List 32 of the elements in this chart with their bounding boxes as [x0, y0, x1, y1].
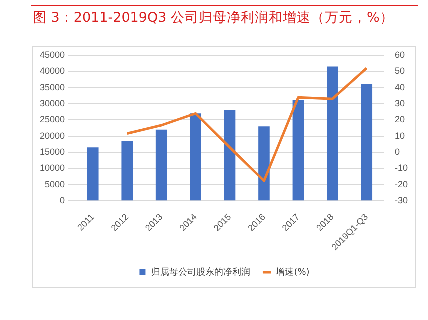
- bar: [224, 110, 236, 201]
- y2-tick-label: 0: [394, 147, 400, 158]
- y2-tick-label: -30: [394, 196, 408, 206]
- bar: [327, 66, 338, 201]
- y-tick-label: 30000: [40, 98, 66, 108]
- y2-tick-label: 50: [394, 66, 406, 76]
- bar: [156, 130, 168, 201]
- bar: [190, 114, 202, 201]
- y2-tick-label: 10: [394, 130, 406, 141]
- y-tick-label: 0: [60, 196, 66, 206]
- y2-tick-label: -20: [394, 179, 408, 190]
- bar: [292, 100, 304, 201]
- legend-label: 增速(%): [275, 266, 310, 278]
- y-tick-label: 40000: [40, 66, 66, 76]
- y2-tick-label: 40: [394, 82, 406, 92]
- y-tick-label: 20000: [40, 130, 66, 141]
- bar: [122, 141, 133, 201]
- y2-tick-label: -10: [394, 163, 408, 174]
- y-tick-label: 15000: [40, 147, 66, 158]
- y-tick-label: 10000: [40, 163, 66, 174]
- chart-title: 图 3：2011-2019Q3 公司归母净利润和增速（万元，%）: [33, 9, 394, 27]
- bar: [258, 126, 270, 201]
- y-tick-label: 45000: [40, 50, 66, 60]
- legend-label: 归属母公司股东的净利润: [152, 266, 251, 278]
- bar: [361, 84, 373, 201]
- y2-tick-label: 30: [394, 98, 406, 108]
- y-tick-label: 25000: [40, 114, 66, 125]
- bar: [87, 148, 99, 201]
- y-tick-label: 35000: [40, 82, 66, 92]
- y-tick-label: 5000: [44, 179, 66, 190]
- y2-tick-label: 20: [394, 114, 406, 125]
- y2-tick-label: 60: [394, 50, 406, 60]
